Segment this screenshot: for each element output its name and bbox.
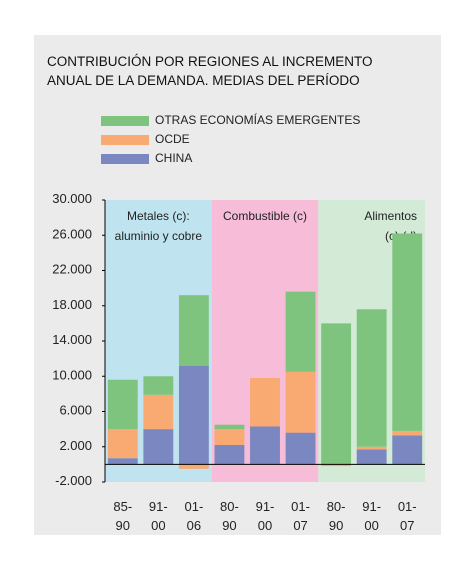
y-tick-label: 14.000	[52, 332, 92, 347]
legend-swatch	[101, 135, 149, 145]
bar-segment	[356, 449, 387, 465]
x-tick-label: 01-06	[184, 499, 203, 533]
legend-label: CHINA	[155, 151, 192, 165]
bar-segment	[178, 365, 209, 465]
legend-label: OTRAS ECONOMÍAS EMERGENTES	[155, 112, 360, 127]
bar-segment	[214, 429, 245, 445]
bar-segment	[178, 295, 209, 366]
x-tick-label: 85-90	[113, 499, 132, 533]
bar-segment	[356, 446, 387, 450]
y-tick-label: 22.000	[52, 262, 92, 277]
chart-title: CONTRIBUCIÓN POR REGIONES AL INCREMENTO A…	[47, 54, 373, 88]
bar-segment	[321, 323, 352, 465]
y-tick-label: 26.000	[52, 227, 92, 242]
bar-segment	[143, 376, 174, 395]
bar-segment	[214, 424, 245, 430]
x-tick-label: 91-00	[149, 499, 168, 533]
bar-segment	[143, 394, 174, 430]
y-tick-label: 10.000	[52, 368, 92, 383]
bar-segment	[321, 464, 352, 467]
bar-segment	[214, 444, 245, 465]
y-tick-label: 30.000	[52, 191, 92, 206]
x-tick-label: 80-90	[327, 499, 346, 533]
bar-segment	[392, 435, 423, 465]
bar-segment	[250, 378, 280, 427]
bar-segment	[178, 464, 209, 469]
bar-segment	[392, 430, 423, 436]
y-tick-label: -2.000	[55, 473, 92, 488]
bar-segment	[107, 429, 138, 459]
x-tick-label: 91-00	[256, 499, 275, 533]
x-tick-label: 80-90	[220, 499, 239, 533]
bar-segment	[143, 429, 174, 465]
group-label: Combustible (c)	[223, 209, 307, 223]
y-tick-label: 6.000	[59, 403, 92, 418]
bar-segment	[285, 371, 316, 433]
bar-segment	[107, 458, 138, 465]
y-tick-label: 2.000	[59, 438, 92, 453]
legend-swatch	[101, 116, 149, 126]
x-tick-label: 91-00	[362, 499, 381, 533]
legend-swatch	[101, 154, 149, 164]
bar-segment	[285, 432, 316, 465]
bar-segment	[356, 309, 387, 447]
bar-segment	[250, 426, 280, 465]
legend-label: OCDE	[155, 132, 190, 146]
bar-segment	[392, 233, 423, 431]
x-tick-label: 01-07	[398, 499, 417, 533]
x-tick-label: 01-07	[291, 499, 310, 533]
y-tick-label: 18.000	[52, 297, 92, 312]
bar-segment	[285, 291, 316, 372]
bar-segment	[107, 379, 138, 430]
group-label: Metales (c): aluminio y cobre	[115, 209, 203, 243]
